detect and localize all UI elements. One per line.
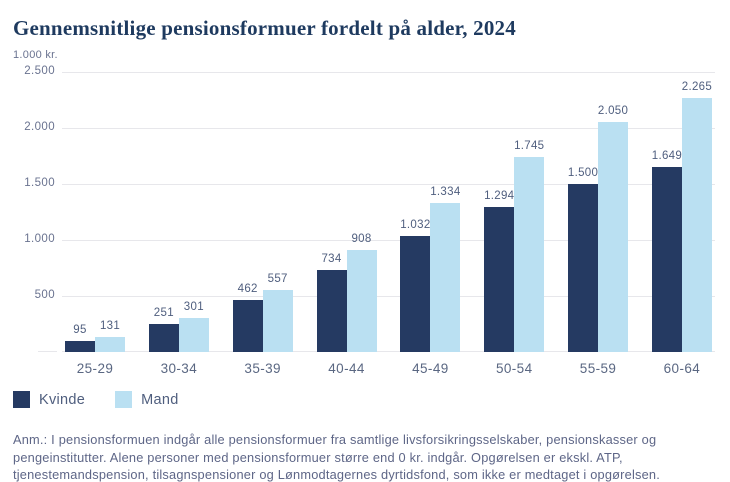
bar-kvinde: 1.294	[484, 190, 515, 352]
bar-kvinde: 734	[316, 253, 347, 352]
legend-swatch	[13, 391, 30, 408]
bar-mand: 1.334	[430, 186, 461, 352]
footnote-line: pengeinstitutter. Alene personer med pen…	[13, 449, 623, 465]
bar-kvinde: 251	[148, 307, 179, 352]
bar-value-label: 2.050	[597, 105, 629, 118]
x-axis-label: 50-54	[495, 361, 533, 376]
bar-value-label: 1.500	[567, 167, 599, 179]
x-axis-label: 35-39	[244, 361, 281, 376]
bar-group: 95 131 25-29	[65, 72, 125, 376]
bar-group: 1.649 2.265 60-64	[652, 72, 712, 376]
bar-value-label: 2.265	[681, 81, 713, 94]
bar-value-label: 131	[99, 320, 121, 333]
chart-title: Gennemsnitlige pensionsformuer fordelt p…	[13, 16, 516, 40]
legend-label: Kvinde	[39, 391, 86, 408]
bar-group: 734 908 40-44	[316, 72, 377, 376]
x-axis-label: 45-49	[412, 361, 449, 376]
x-axis-label: 60-64	[663, 361, 701, 376]
footnote: Anm.: I pensionsformuen indgår alle pens…	[13, 431, 660, 482]
bar-group: 1.032 1.334 45-49	[400, 72, 461, 376]
gridline	[62, 128, 715, 129]
bar-mand: 131	[95, 320, 125, 352]
zero-tick	[38, 351, 57, 352]
bar-mand: 1.745	[514, 140, 545, 352]
x-axis-label: 25-29	[76, 361, 114, 376]
bar-mand: 301	[178, 301, 209, 352]
x-axis-label: 40-44	[328, 361, 365, 376]
bar-kvinde: 1.500	[568, 167, 599, 352]
plot-area: 95 131 25-29 251 301 30-34 462 557 35-39 734 908 40…	[62, 72, 715, 376]
gridline	[62, 72, 715, 73]
y-tick-label: 2.000	[24, 121, 55, 133]
bar-mand: 2.050	[598, 105, 629, 352]
bar-value-label: 251	[153, 306, 174, 319]
bar-chart: 95 131 25-29 251 301 30-34 462 557 35-39 734 908 40…	[38, 72, 715, 376]
chart-legend: Kvinde Mand	[13, 391, 179, 408]
bar-value-label: 1.649	[651, 150, 683, 163]
bar-value-label: 734	[321, 252, 342, 265]
y-tick-label: 2.500	[24, 65, 55, 77]
bar-kvinde: 462	[232, 283, 263, 352]
y-axis-labels: 500 1.000 1.500 2.000 2.500	[8, 65, 55, 352]
legend-label: Mand	[141, 391, 179, 408]
bar-value-label: 1.334	[430, 185, 461, 198]
y-tick-label: 500	[34, 289, 55, 301]
bar-group: 1.294 1.745 50-54	[484, 72, 545, 376]
gridline	[62, 296, 715, 297]
footnote-line: tjenestemandspension, tilsagnspensioner …	[13, 467, 660, 482]
x-axis-label: 55-59	[579, 361, 617, 376]
bar-mand: 557	[262, 273, 293, 352]
y-tick-label: 1.500	[24, 177, 55, 189]
bar-mand: 2.265	[682, 81, 712, 352]
bar-value-label: 1.294	[484, 190, 515, 203]
bar-group: 251 301 30-34	[148, 72, 209, 376]
bar-value-label: 1.745	[514, 139, 545, 152]
legend-item-kvinde: Kvinde	[13, 391, 85, 408]
x-axis-baseline	[62, 351, 715, 352]
bar-value-label: 462	[237, 283, 258, 296]
bar-value-label: 908	[351, 233, 372, 246]
bar-mand: 908	[346, 233, 377, 352]
gridline	[62, 240, 715, 241]
gridline	[62, 184, 715, 185]
bar-group: 462 557 35-39	[232, 72, 293, 376]
bar-kvinde: 95	[65, 324, 95, 352]
axis-unit-label: 1.000 kr.	[13, 49, 58, 61]
bar-value-label: 95	[73, 324, 87, 337]
footnote-line: Anm.: I pensionsformuen indgår alle pens…	[13, 432, 657, 447]
bar-value-label: 301	[183, 301, 204, 314]
legend-swatch	[115, 391, 133, 408]
x-axis-label: 30-34	[160, 361, 198, 376]
bar-value-label: 1.032	[400, 219, 431, 232]
bar-group: 1.500 2.050 55-59	[568, 72, 629, 376]
bar-value-label: 557	[267, 272, 288, 285]
bar-kvinde: 1.649	[652, 150, 682, 352]
y-tick-label: 1.000	[24, 233, 55, 245]
legend-item-mand: Mand	[115, 391, 178, 408]
bar-kvinde: 1.032	[400, 219, 431, 352]
